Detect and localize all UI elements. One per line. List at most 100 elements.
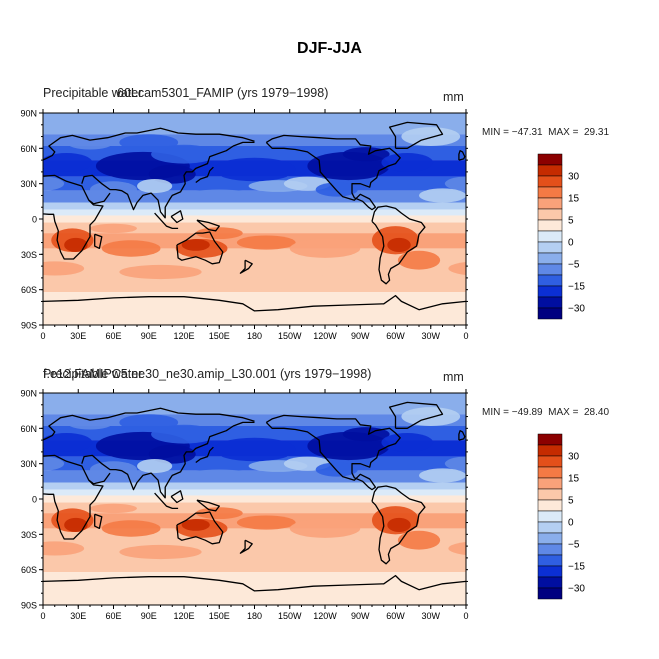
contour-blob — [119, 264, 202, 280]
lon-tick-label: 180 — [247, 611, 262, 621]
colorbar-swatch — [537, 455, 563, 468]
colorbar-swatch — [537, 543, 563, 556]
coastline — [43, 294, 466, 312]
coastline — [371, 485, 426, 565]
coastline — [94, 233, 103, 250]
contour-blob — [289, 239, 361, 258]
coastline — [43, 454, 104, 540]
lon-tick-label: 30W — [421, 611, 440, 621]
coastline — [154, 212, 179, 230]
lat-tick-label: 90N — [20, 109, 37, 119]
coastlines — [43, 401, 466, 592]
contour-band — [43, 202, 466, 210]
panel-bottom-variable-label: Precipitable water — [43, 367, 143, 381]
colorbar-label: 15 — [568, 194, 580, 205]
colorbar-swatch — [537, 510, 563, 523]
lon-tick-label: 60W — [386, 331, 405, 341]
lon-tick-label: 120W — [313, 331, 337, 341]
coastline — [43, 574, 466, 592]
coastline — [154, 492, 179, 510]
coastline — [176, 231, 224, 265]
contour-band — [43, 572, 466, 605]
contour-blob — [463, 158, 466, 167]
panel-top-colorbar: 30 15 5 0 −5 −15 −30 — [537, 153, 585, 320]
coastlines — [43, 121, 466, 312]
lat-tick-label: 30N — [20, 459, 37, 469]
contour-blob — [151, 144, 217, 164]
colorbar-swatch — [537, 444, 563, 457]
coastline — [170, 210, 184, 224]
contour-blob — [315, 182, 358, 197]
colorbar-swatch — [537, 175, 563, 188]
colorbar-swatch — [537, 587, 563, 600]
lon-tick-label: 150W — [278, 331, 302, 341]
colorbar-label: 5 — [568, 496, 574, 507]
lat-tick-label: 0 — [32, 495, 37, 505]
figure-title: DJF-JJA — [297, 40, 362, 57]
panel-bottom-units: mm — [443, 370, 464, 384]
contour-blob — [90, 503, 137, 514]
contour-blob — [419, 188, 466, 203]
lat-tick-label: 60S — [21, 285, 37, 295]
contour-band — [43, 470, 466, 483]
contour-blob — [90, 223, 137, 234]
lon-tick-label: 30E — [70, 331, 86, 341]
contour-blob — [137, 178, 173, 194]
coastline — [195, 446, 214, 464]
contour-blob — [463, 438, 466, 447]
contour-blob — [151, 424, 217, 444]
colorbar-swatch — [537, 197, 563, 210]
contour-blob — [43, 176, 65, 191]
lon-tick-label: 180 — [247, 331, 262, 341]
contour-blob — [181, 239, 210, 251]
colorbar-swatch — [537, 263, 563, 276]
field — [43, 393, 466, 605]
contour-blob — [43, 433, 93, 452]
contour-blob — [207, 277, 302, 290]
lon-tick-label: 90W — [351, 611, 370, 621]
contour-blob — [315, 462, 358, 477]
lat-tick-label: 60S — [21, 565, 37, 575]
colorbar-swatch — [537, 466, 563, 479]
contour-band — [43, 502, 466, 514]
contour-blob — [401, 127, 461, 146]
coastline — [43, 174, 104, 260]
colorbar-label: −15 — [568, 562, 585, 573]
colorbar-swatch — [537, 296, 563, 309]
contour-blob — [137, 458, 173, 474]
coastline — [239, 259, 253, 274]
contour-blob — [397, 530, 441, 550]
coastline — [196, 219, 220, 232]
coastline — [176, 511, 224, 545]
colorbar-label: 30 — [568, 452, 580, 463]
contour-blob — [444, 456, 466, 471]
contour-blob — [184, 469, 255, 482]
contour-band — [43, 190, 466, 203]
colorbar-swatch — [537, 521, 563, 534]
coastline — [43, 407, 255, 450]
contour-blob — [236, 235, 296, 250]
lat-tick-label: 60N — [20, 424, 37, 434]
colorbar-swatch — [537, 252, 563, 265]
panel-top-units: mm — [443, 90, 464, 104]
lon-tick-label: 150W — [278, 611, 302, 621]
contour-blob — [119, 414, 179, 431]
coastline — [265, 134, 401, 211]
contour-band — [43, 414, 466, 426]
lon-tick-label: 60E — [105, 331, 121, 341]
coastline — [170, 490, 184, 504]
contour-blob — [119, 134, 179, 151]
contour-band — [43, 215, 466, 223]
colorbar-swatch — [537, 230, 563, 243]
contour-blob — [419, 468, 466, 483]
lat-tick-label: 0 — [32, 215, 37, 225]
contour-band — [43, 222, 466, 234]
contour-blob — [64, 517, 88, 532]
coastline — [388, 121, 444, 149]
colorbar-label: −30 — [568, 584, 585, 595]
coastline — [81, 421, 255, 499]
lat-tick-label: 30N — [20, 179, 37, 189]
lon-tick-label: 0 — [40, 331, 45, 341]
